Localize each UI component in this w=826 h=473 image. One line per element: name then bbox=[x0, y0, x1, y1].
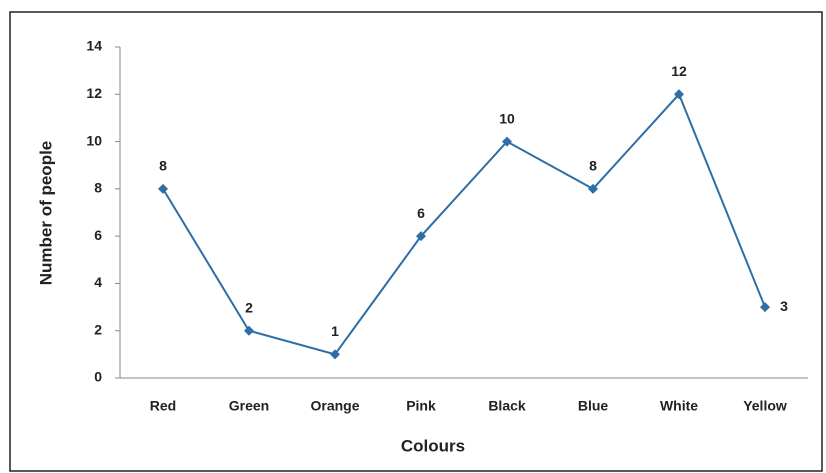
y-tick-label: 10 bbox=[86, 132, 102, 148]
data-label: 8 bbox=[159, 158, 167, 174]
x-tick-label: Black bbox=[488, 398, 526, 414]
y-tick-label: 6 bbox=[94, 227, 102, 243]
x-tick-label: Blue bbox=[578, 398, 609, 414]
x-axis-label: Colours bbox=[401, 436, 465, 455]
y-tick-label: 8 bbox=[94, 180, 102, 196]
line bbox=[162, 92, 766, 356]
marker bbox=[330, 349, 340, 360]
data-label: 1 bbox=[331, 323, 339, 339]
marker bbox=[502, 136, 512, 147]
data-label: 10 bbox=[499, 110, 515, 126]
y-tick-label: 0 bbox=[94, 369, 102, 385]
marker bbox=[244, 325, 254, 336]
marker bbox=[674, 89, 684, 100]
y-tick-label: 14 bbox=[86, 38, 102, 54]
marker bbox=[416, 231, 426, 242]
x-tick-label: Orange bbox=[310, 398, 359, 414]
data-label: 12 bbox=[671, 63, 687, 79]
marker bbox=[760, 302, 770, 313]
data-label: 8 bbox=[589, 158, 597, 174]
x-tick-label: White bbox=[660, 398, 698, 414]
y-tick-label: 12 bbox=[86, 85, 102, 101]
y-axis-label: Number of people bbox=[36, 141, 55, 286]
x-tick-label: Pink bbox=[406, 398, 436, 414]
x-tick-label: Red bbox=[150, 398, 176, 414]
y-tick-label: 4 bbox=[94, 274, 102, 290]
marker bbox=[158, 183, 168, 194]
x-tick-label: Yellow bbox=[743, 398, 787, 414]
data-label: 6 bbox=[417, 205, 425, 221]
marker bbox=[588, 183, 598, 194]
y-tick-label: 2 bbox=[94, 321, 102, 337]
data-label: 2 bbox=[245, 299, 253, 315]
data-label: 3 bbox=[780, 298, 788, 314]
x-tick-label: Green bbox=[229, 398, 269, 414]
